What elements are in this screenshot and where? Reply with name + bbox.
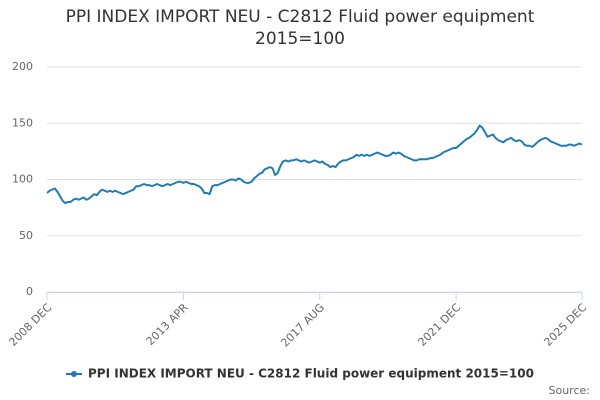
x-tick-label: 2017 AUG bbox=[278, 301, 327, 350]
y-tick-label: 50 bbox=[19, 229, 33, 242]
y-tick-label: 200 bbox=[12, 60, 33, 73]
x-tick-label: 2021 DEC bbox=[416, 301, 464, 349]
source: Source: bbox=[549, 384, 591, 397]
chart-title: PPI INDEX IMPORT NEU - C2812 Fluid power… bbox=[65, 7, 535, 49]
legend-label: PPI INDEX IMPORT NEU - C2812 Fluid power… bbox=[88, 367, 534, 381]
line-series bbox=[46, 124, 583, 205]
y-tick-label: 0 bbox=[26, 285, 33, 298]
x-tick-label: 2008 DEC bbox=[6, 301, 54, 349]
x-tick-label: 2025 DEC bbox=[541, 301, 589, 349]
y-tick-label: 150 bbox=[12, 116, 33, 129]
y-tick-label: 100 bbox=[12, 173, 33, 186]
legend-marker bbox=[71, 371, 77, 377]
x-tick-label: 2013 APR bbox=[144, 301, 191, 348]
